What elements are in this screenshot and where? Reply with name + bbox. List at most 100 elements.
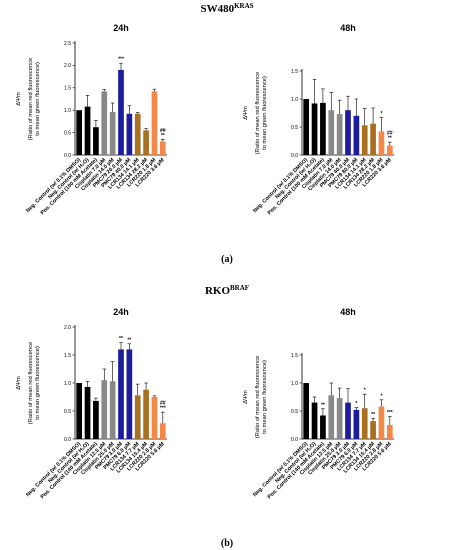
y-tick-label: 1.0 xyxy=(291,97,298,103)
y-axis-label-line: to mean green fluorescence) xyxy=(35,346,41,420)
significance-mark: ** xyxy=(371,412,375,418)
significance-mark: * xyxy=(380,393,382,399)
y-tick-label: 1.5 xyxy=(291,69,298,75)
bar xyxy=(93,400,99,439)
chart-sw480-48h: 48h ΔΨm (Ratio of mean red fluorescenceto … xyxy=(243,23,394,216)
y-axis-label-line: (Ratio of mean red fluorescence xyxy=(28,58,34,141)
section-b-title-main: RKO xyxy=(205,285,231,297)
significance-mark: ** xyxy=(161,133,165,139)
bar xyxy=(118,349,124,439)
bar xyxy=(101,91,108,155)
bar xyxy=(361,408,368,439)
bar xyxy=(134,113,141,155)
bar xyxy=(353,409,360,439)
bar xyxy=(370,421,376,439)
bar xyxy=(126,113,133,155)
significance-mark: ## xyxy=(160,128,166,134)
y-axis-label: (Ratio of mean red fluorescenceto mean g… xyxy=(255,72,268,155)
y-tick-label: 2.5 xyxy=(64,41,71,47)
y-tick-label: 0.5 xyxy=(64,409,71,415)
section-b-label: (b) xyxy=(221,538,233,549)
section-a-title-main: SW480 xyxy=(200,3,234,15)
bar xyxy=(328,395,335,439)
bar xyxy=(84,106,91,155)
chart-title: 24h xyxy=(113,23,129,33)
y-tick-label: 0.0 xyxy=(64,437,71,443)
y-tick-label: 0.0 xyxy=(291,437,298,443)
significance-mark: *** xyxy=(118,57,124,63)
section-a-title-sup: KRAS xyxy=(234,2,254,10)
bar xyxy=(311,402,318,439)
bar xyxy=(143,389,149,439)
significance-mark: *** xyxy=(387,410,393,416)
bar xyxy=(84,386,91,439)
significance-mark: * xyxy=(364,388,366,394)
bar xyxy=(76,110,83,155)
chart-title: 48h xyxy=(340,23,356,33)
bar xyxy=(311,103,318,155)
y-axis-label-line: (Ratio of mean red fluorescence xyxy=(28,342,34,425)
significance-mark: *** xyxy=(160,406,166,412)
bar xyxy=(336,114,343,155)
y-axis-label: (Ratio of mean red fluorescenceto mean g… xyxy=(28,58,41,141)
y-axis-symbol: ΔΨm xyxy=(243,390,249,404)
significance-mark: ** xyxy=(388,136,392,142)
y-tick-label: 1.0 xyxy=(64,381,71,387)
bar xyxy=(378,406,385,439)
section-a-title: SW480KRAS xyxy=(200,2,253,15)
bar xyxy=(76,383,83,439)
y-axis-label-line: to mean green fluorescence) xyxy=(35,62,41,136)
significance-mark: * xyxy=(380,111,382,117)
y-tick-label: 2.0 xyxy=(64,325,71,331)
chart-title: 24h xyxy=(113,307,129,317)
y-tick-label: 1.0 xyxy=(291,381,298,387)
bar xyxy=(345,110,351,155)
bar xyxy=(328,110,335,155)
bar xyxy=(101,380,108,439)
bar xyxy=(320,102,326,155)
significance-mark: ## xyxy=(160,401,166,407)
bar xyxy=(361,125,368,155)
bar xyxy=(93,127,99,155)
bar xyxy=(353,115,360,155)
y-tick-label: 1.5 xyxy=(64,86,71,92)
y-tick-label: 0.5 xyxy=(64,130,71,136)
y-axis-label-line: to mean green fluorescence) xyxy=(262,76,268,150)
section-a-label: (a) xyxy=(221,254,233,265)
bar xyxy=(159,141,166,155)
bar xyxy=(345,402,351,439)
bar xyxy=(336,398,343,439)
y-axis-label-line: to mean green fluorescence) xyxy=(262,360,268,434)
bar xyxy=(159,423,166,439)
section-b-title: RKOBRAF xyxy=(205,284,249,297)
significance-mark: ** xyxy=(127,337,131,343)
y-axis-symbol: ΔΨm xyxy=(16,92,22,106)
y-tick-label: 0.5 xyxy=(291,125,298,131)
y-tick-label: 0.0 xyxy=(291,153,298,159)
bar xyxy=(386,425,393,439)
bar xyxy=(303,99,310,155)
chart-rko-48h: 48h ΔΨm (Ratio of mean red fluorescenceto … xyxy=(243,307,394,500)
significance-mark: ## xyxy=(387,131,393,137)
y-axis-label: (Ratio of mean red fluorescenceto mean g… xyxy=(28,342,41,425)
significance-mark: ** xyxy=(119,336,123,342)
section-b-title-sup: BRAF xyxy=(230,284,249,292)
y-tick-label: 0.0 xyxy=(64,153,71,159)
y-axis-label-line: (Ratio of mean red fluorescence xyxy=(255,72,261,155)
bar xyxy=(143,130,149,155)
y-tick-label: 2.0 xyxy=(64,63,71,69)
chart-sw480-24h: 24h ΔΨm (Ratio of mean red fluorescenceto … xyxy=(16,23,167,216)
y-axis-symbol: ΔΨm xyxy=(243,106,249,120)
y-axis-symbol: ΔΨm xyxy=(16,376,22,390)
y-tick-label: 0.5 xyxy=(291,409,298,415)
bar xyxy=(370,123,376,155)
bar xyxy=(134,395,141,439)
bar xyxy=(118,69,124,155)
bar xyxy=(109,111,116,155)
bar xyxy=(109,381,116,439)
bar xyxy=(320,415,326,439)
y-axis-label-line: (Ratio of mean red fluorescence xyxy=(255,356,261,439)
y-tick-label: 1.5 xyxy=(64,353,71,359)
y-tick-label: 1.0 xyxy=(64,108,71,114)
